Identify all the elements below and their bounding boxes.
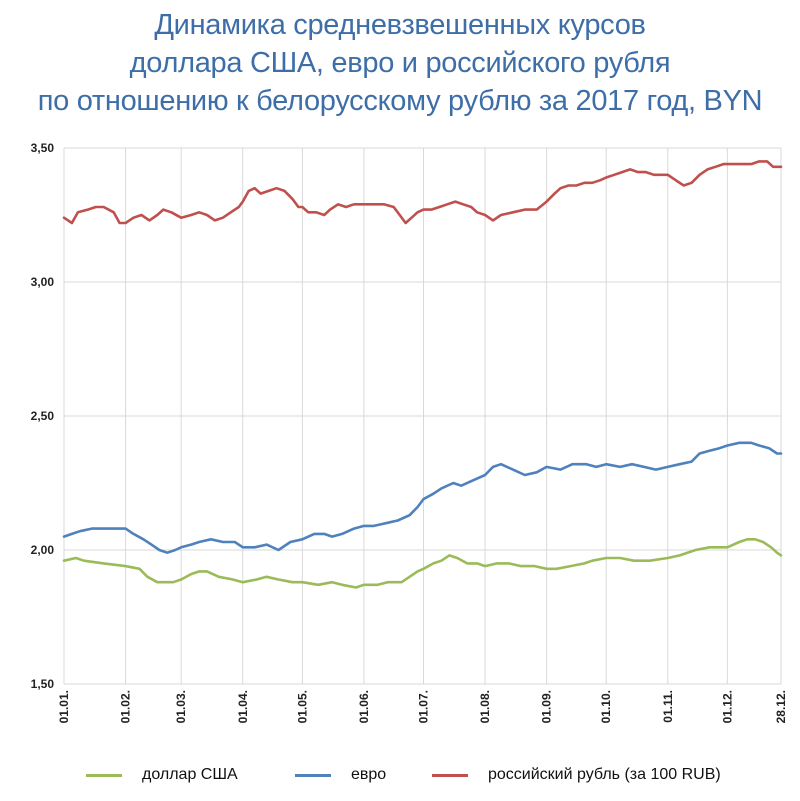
legend: доллар США евро российский рубль (за 100… xyxy=(0,762,800,788)
x-tick-label: 01.09. xyxy=(540,690,554,723)
legend-item-usd: доллар США xyxy=(86,762,238,788)
y-tick-label: 3,50 xyxy=(31,141,55,155)
x-axis-ticks: 01.01. 01.02. 01.03. 01.04. 01.05. 01.06. 01.0… xyxy=(57,690,788,723)
legend-swatch-eur xyxy=(295,773,331,777)
x-tick-label: 01.07. xyxy=(416,690,430,723)
chart-title-line-3: по отношению к белорусскому рублю за 201… xyxy=(37,85,763,117)
legend-item-eur: евро xyxy=(295,762,386,788)
series-lines xyxy=(62,160,783,589)
legend-swatch-usd xyxy=(86,773,122,777)
y-tick-label: 1,50 xyxy=(31,677,55,691)
chart-title-line-2: доллара США, евро и российского рубля xyxy=(129,47,671,79)
series-line-2 xyxy=(62,160,783,225)
legend-item-rub: российский рубль (за 100 RUB) xyxy=(432,762,721,788)
y-tick-label: 2,00 xyxy=(31,543,55,557)
y-tick-label: 2,50 xyxy=(31,409,55,423)
x-tick-label: 28.12. xyxy=(774,690,788,723)
chart-title: Динамика средневзвешенных курсов доллара… xyxy=(0,6,800,120)
x-tick-label: 01.02. xyxy=(119,690,133,723)
x-tick-label: 01.06. xyxy=(357,690,371,723)
y-axis-ticks: 3,50 3,00 2,50 2,00 1,50 xyxy=(31,141,55,691)
x-tick-label: 01.10. xyxy=(599,690,613,723)
legend-swatch-rub xyxy=(432,773,468,777)
x-tick-label: 01.05. xyxy=(295,690,309,723)
chart-title-line-1: Динамика средневзвешенных курсов xyxy=(154,9,646,41)
x-tick-label: 01.11. xyxy=(661,690,675,723)
grid xyxy=(63,147,782,685)
series-line-1 xyxy=(62,441,783,554)
series-line-0 xyxy=(62,538,783,589)
legend-label-eur: евро xyxy=(351,766,387,783)
x-tick-label: 01.04. xyxy=(236,690,250,723)
x-tick-label: 01.08. xyxy=(478,690,492,723)
y-tick-label: 3,00 xyxy=(31,275,55,289)
legend-label-usd: доллар США xyxy=(142,766,238,783)
legend-label-rub: российский рубль (за 100 RUB) xyxy=(488,766,721,783)
x-tick-label: 01.12. xyxy=(720,690,734,723)
x-tick-label: 01.01. xyxy=(57,690,71,723)
x-tick-label: 01.03. xyxy=(174,690,188,723)
